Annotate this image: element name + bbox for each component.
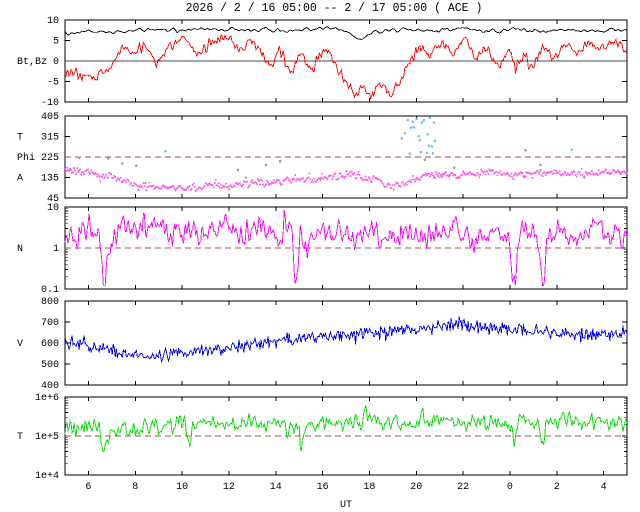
svg-text:T: T xyxy=(17,133,23,144)
svg-text:1: 1 xyxy=(53,244,59,255)
svg-text:800: 800 xyxy=(41,297,59,308)
svg-text:8: 8 xyxy=(132,482,138,493)
svg-text:A: A xyxy=(17,174,23,185)
svg-text:405: 405 xyxy=(41,112,59,123)
svg-text:2: 2 xyxy=(554,482,560,493)
svg-text:V: V xyxy=(17,339,23,350)
svg-text:22: 22 xyxy=(457,482,469,493)
svg-text:-5: -5 xyxy=(47,78,59,89)
svg-text:500: 500 xyxy=(41,360,59,371)
svg-text:10: 10 xyxy=(47,16,59,27)
svg-text:10: 10 xyxy=(47,203,59,214)
svg-text:20: 20 xyxy=(410,482,422,493)
svg-text:1e+5: 1e+5 xyxy=(35,432,59,443)
svg-text:225: 225 xyxy=(41,153,59,164)
svg-text:135: 135 xyxy=(41,174,59,185)
svg-text:UT: UT xyxy=(340,500,352,511)
svg-text:18: 18 xyxy=(363,482,375,493)
svg-text:315: 315 xyxy=(41,133,59,144)
svg-text:Phi: Phi xyxy=(17,152,35,164)
svg-text:12: 12 xyxy=(223,482,235,493)
svg-text:Bt,Bz: Bt,Bz xyxy=(17,57,47,68)
svg-text:400: 400 xyxy=(41,381,59,392)
svg-text:14: 14 xyxy=(270,482,282,493)
svg-text:6: 6 xyxy=(85,482,91,493)
svg-text:1e+4: 1e+4 xyxy=(35,471,59,482)
svg-text:T: T xyxy=(17,432,23,443)
svg-text:N: N xyxy=(17,244,23,255)
svg-text:5: 5 xyxy=(53,37,59,48)
svg-text:600: 600 xyxy=(41,339,59,350)
svg-text:0.1: 0.1 xyxy=(41,285,59,296)
svg-text:10: 10 xyxy=(176,482,188,493)
svg-text:1e+6: 1e+6 xyxy=(35,393,59,404)
svg-text:0: 0 xyxy=(507,482,513,493)
svg-text:2026 / 2 / 16 05:00 -- 2 / 17: 2026 / 2 / 16 05:00 -- 2 / 17 05:00 ( AC… xyxy=(186,2,483,15)
svg-text:700: 700 xyxy=(41,318,59,329)
svg-text:4: 4 xyxy=(601,482,607,493)
svg-text:-10: -10 xyxy=(41,98,59,109)
svg-text:16: 16 xyxy=(317,482,329,493)
svg-text:0: 0 xyxy=(53,57,59,68)
